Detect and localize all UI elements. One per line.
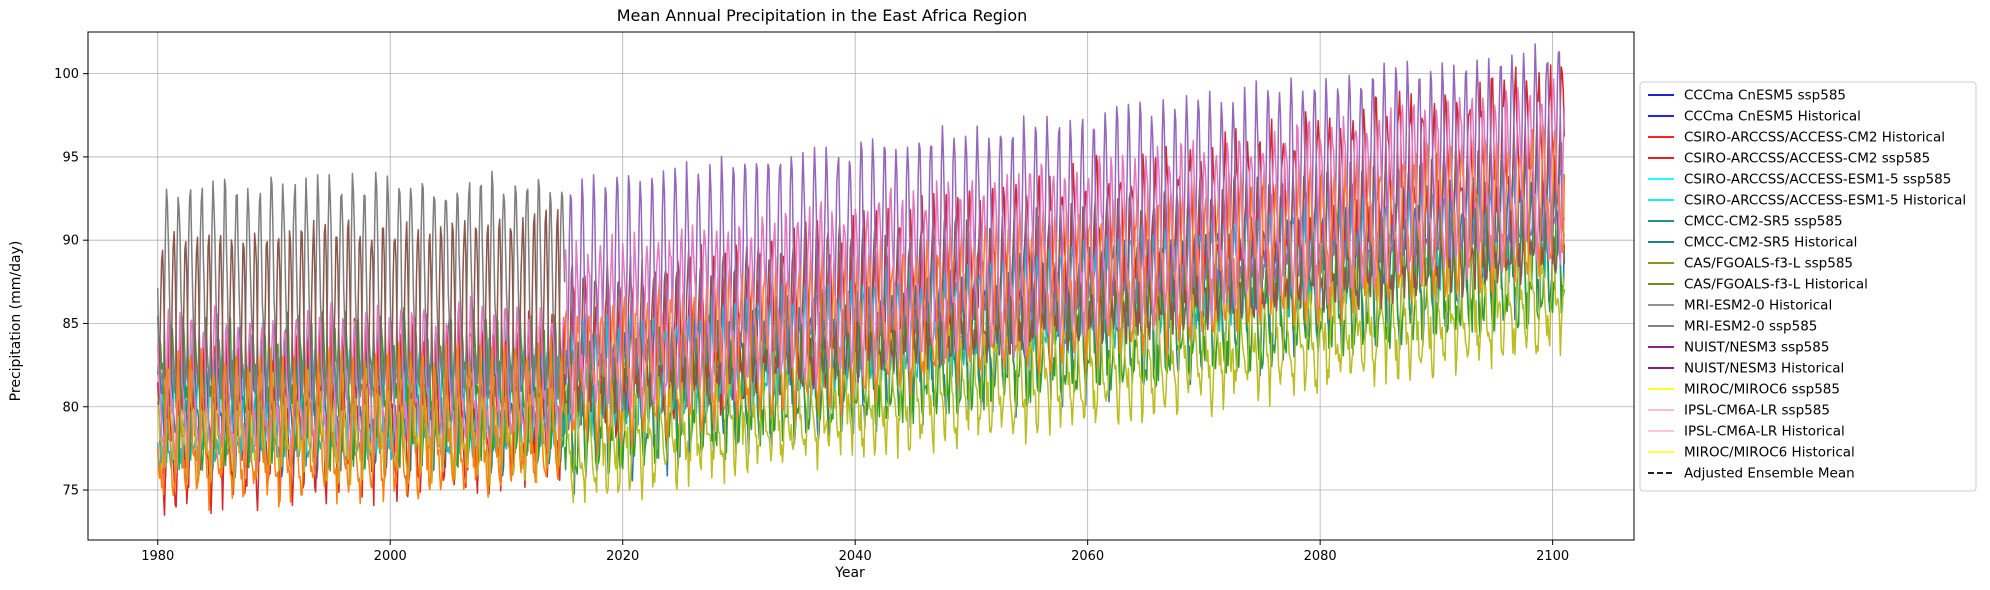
series-lines (156, 43, 1566, 516)
x-tick-label: 2060 (1071, 549, 1104, 564)
legend-entry-cmcc-cm2-sr5-ssp585: CMCC-CM2-SR5 ssp585 (1684, 214, 1843, 230)
y-tick-label: 90 (62, 234, 79, 249)
legend-entry-mri-esm2-0-ssp585: MRI-ESM2-0 ssp585 (1684, 319, 1817, 335)
legend-entry-csiro-arccss-access-esm1-5-historical: CSIRO-ARCCSS/ACCESS-ESM1-5 Historical (1684, 193, 1966, 209)
axis-ticks: 1980 2000 2020 2040 2060 2080 2100 75 80 85 90 95 10… (54, 67, 1569, 564)
legend-entry-nuist-nesm3-historical: NUIST/NESM3 Historical (1684, 361, 1844, 377)
legend-entry-cccma-cnesm5-historical: CCCma CnESM5 Historical (1684, 109, 1861, 125)
x-tick-label: 2040 (839, 549, 872, 564)
chart-title: Mean Annual Precipitation in the East Af… (617, 6, 1028, 25)
series-line-cas-fgoals-f3-l-ssp585 (563, 240, 1566, 504)
legend-entry-csiro-arccss-access-esm1-5-ssp585: CSIRO-ARCCSS/ACCESS-ESM1-5 ssp585 (1684, 172, 1951, 188)
y-tick-label: 100 (54, 67, 79, 82)
y-tick-label: 80 (62, 400, 79, 415)
plot-frame (87, 31, 1635, 541)
legend-entry-miroc-miroc6-historical: MIROC/MIROC6 Historical (1684, 445, 1855, 461)
x-tick-label: 2000 (374, 549, 407, 564)
series-line-cmcc-cm2-sr5-ssp585 (563, 183, 1566, 475)
x-axis-label: Year (834, 565, 865, 581)
x-tick-label: 2080 (1304, 549, 1337, 564)
legend-entry-csiro-arccss-access-cm2-ssp585: CSIRO-ARCCSS/ACCESS-CM2 ssp585 (1684, 151, 1930, 167)
y-axis-label: Precipitation (mm/day) (8, 241, 24, 402)
legend-box (1639, 81, 1977, 492)
legend-entry-miroc-miroc6-ssp585: MIROC/MIROC6 ssp585 (1684, 382, 1840, 398)
legend-entry-csiro-arccss-access-cm2-historical: CSIRO-ARCCSS/ACCESS-CM2 Historical (1684, 130, 1945, 146)
legend-entry-cas-fgoals-f3-l-ssp585: CAS/FGOALS-f3-L ssp585 (1684, 256, 1853, 272)
legend-entry-ipsl-cm6a-lr-ssp585: IPSL-CM6A-LR ssp585 (1684, 403, 1830, 419)
series-line-miroc-miroc6-historical (156, 338, 566, 512)
y-tick-label: 85 (62, 317, 79, 332)
x-tick-label: 1980 (141, 549, 174, 564)
series-line-nuist-nesm3-historical (157, 208, 566, 419)
y-tick-label: 95 (62, 150, 79, 165)
legend-entry-ipsl-cm6a-lr-historical: IPSL-CM6A-LR Historical (1684, 424, 1845, 440)
series-line-ipsl-cm6a-lr-ssp585 (563, 78, 1566, 424)
legend-entry-adjusted-ensemble-mean: Adjusted Ensemble Mean (1684, 466, 1855, 482)
legend: CCCma CnESM5 ssp585 CCCma CnESM5 Historic… (1639, 81, 1977, 492)
legend-entry-mri-esm2-0-historical: MRI-ESM2-0 Historical (1684, 298, 1832, 314)
legend-entry-cas-fgoals-f3-l-historical: CAS/FGOALS-f3-L Historical (1684, 277, 1868, 293)
legend-entry-nuist-nesm3-ssp585: NUIST/NESM3 ssp585 (1684, 340, 1829, 356)
y-tick-label: 75 (62, 484, 79, 499)
x-tick-label: 2100 (1536, 549, 1569, 564)
legend-entry-cmcc-cm2-sr5-historical: CMCC-CM2-SR5 Historical (1684, 235, 1857, 251)
x-tick-label: 2020 (606, 549, 639, 564)
legend-entry-cccma-cnesm5-ssp585: CCCma CnESM5 ssp585 (1684, 88, 1846, 104)
